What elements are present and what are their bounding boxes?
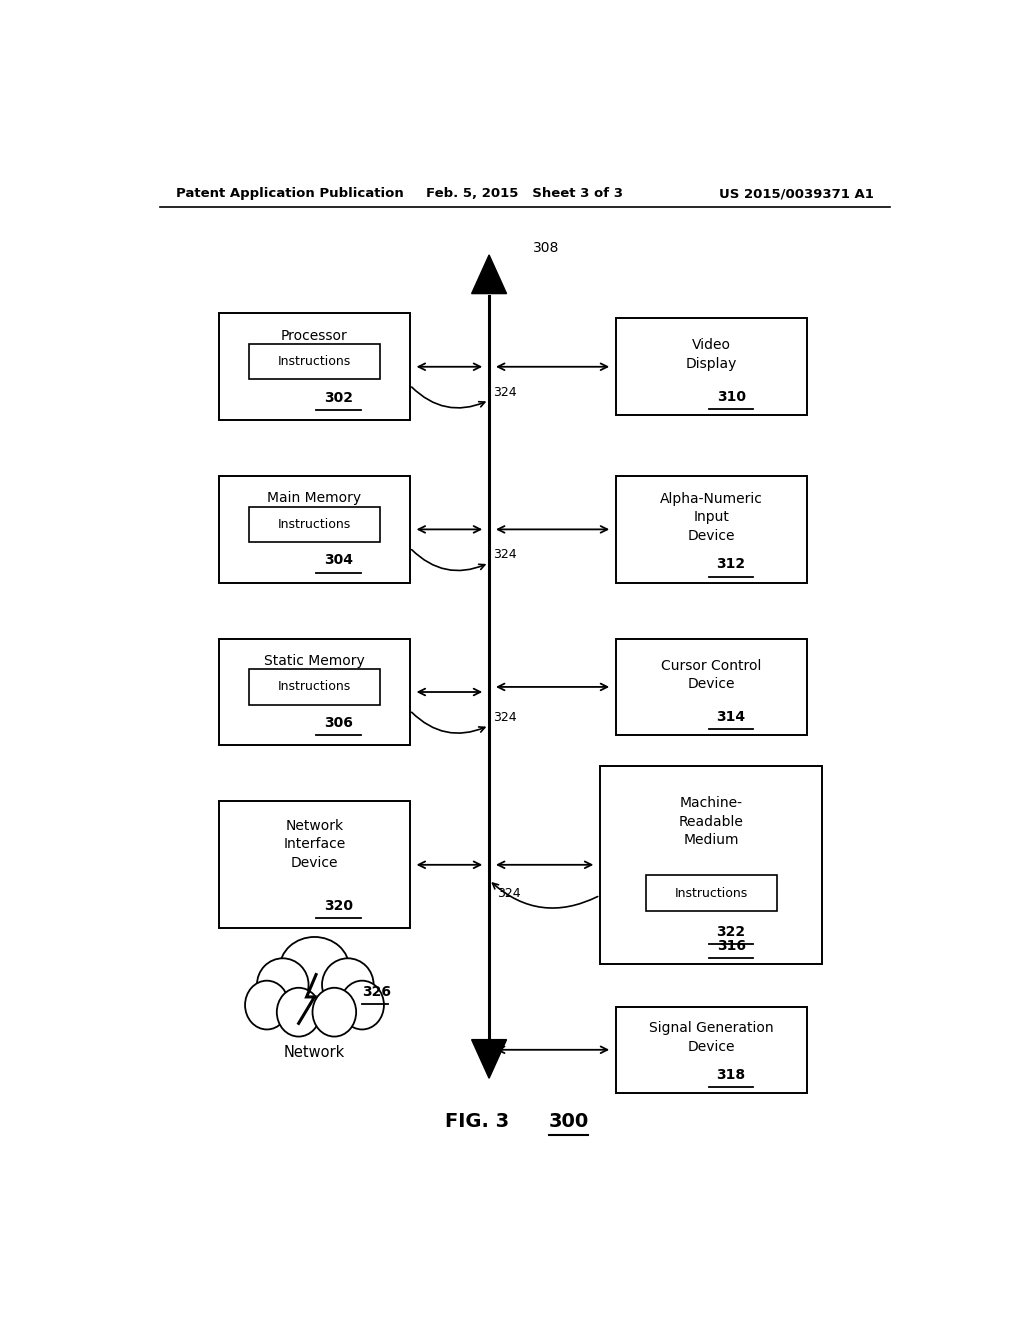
Text: Patent Application Publication: Patent Application Publication: [176, 187, 403, 201]
Ellipse shape: [312, 987, 356, 1036]
Text: 308: 308: [532, 240, 559, 255]
Ellipse shape: [340, 981, 384, 1030]
Text: Main Memory: Main Memory: [267, 491, 361, 506]
Ellipse shape: [276, 987, 321, 1036]
Bar: [616, 477, 807, 582]
Bar: [600, 766, 822, 964]
Text: 322: 322: [717, 925, 745, 939]
Ellipse shape: [280, 937, 349, 1001]
Text: 324: 324: [494, 711, 517, 723]
Text: 304: 304: [324, 553, 353, 568]
Text: 310: 310: [717, 389, 745, 404]
Text: 316: 316: [717, 939, 745, 953]
Bar: [249, 669, 380, 705]
Text: 326: 326: [362, 985, 391, 999]
Text: FIG. 3: FIG. 3: [445, 1113, 509, 1131]
Bar: [219, 801, 410, 928]
Text: Alpha-Numeric
Input
Device: Alpha-Numeric Input Device: [659, 492, 763, 543]
Text: US 2015/0039371 A1: US 2015/0039371 A1: [719, 187, 873, 201]
Ellipse shape: [257, 958, 308, 1011]
Bar: [249, 345, 380, 379]
Ellipse shape: [322, 958, 374, 1011]
Bar: [616, 639, 807, 735]
Text: 306: 306: [324, 715, 352, 730]
Bar: [219, 313, 410, 420]
Bar: [219, 639, 410, 746]
Text: 324: 324: [494, 385, 517, 399]
Text: 324: 324: [497, 887, 520, 900]
Text: 320: 320: [324, 899, 353, 913]
Text: 324: 324: [494, 548, 517, 561]
Text: 300: 300: [548, 1113, 589, 1131]
Text: Instructions: Instructions: [278, 517, 351, 531]
Text: 318: 318: [717, 1068, 745, 1081]
Bar: [646, 875, 777, 911]
Text: Instructions: Instructions: [278, 680, 351, 693]
Bar: [616, 1007, 807, 1093]
Text: Feb. 5, 2015   Sheet 3 of 3: Feb. 5, 2015 Sheet 3 of 3: [426, 187, 624, 201]
Text: 302: 302: [324, 391, 353, 405]
Text: 312: 312: [717, 557, 745, 572]
Text: Static Memory: Static Memory: [264, 653, 365, 668]
Text: Network
Interface
Device: Network Interface Device: [284, 820, 346, 870]
Ellipse shape: [245, 981, 289, 1030]
Bar: [219, 477, 410, 582]
Polygon shape: [472, 1040, 507, 1078]
Text: Network: Network: [284, 1045, 345, 1060]
Polygon shape: [472, 255, 507, 293]
Text: Processor: Processor: [282, 329, 348, 343]
Text: Instructions: Instructions: [675, 887, 748, 900]
Text: Instructions: Instructions: [278, 355, 351, 368]
Bar: [616, 318, 807, 414]
Text: Cursor Control
Device: Cursor Control Device: [662, 659, 762, 690]
Text: Signal Generation
Device: Signal Generation Device: [649, 1022, 773, 1053]
Text: Video
Display: Video Display: [686, 338, 737, 371]
Text: Machine-
Readable
Medium: Machine- Readable Medium: [679, 796, 743, 847]
Bar: [249, 507, 380, 543]
Text: 314: 314: [717, 710, 745, 723]
